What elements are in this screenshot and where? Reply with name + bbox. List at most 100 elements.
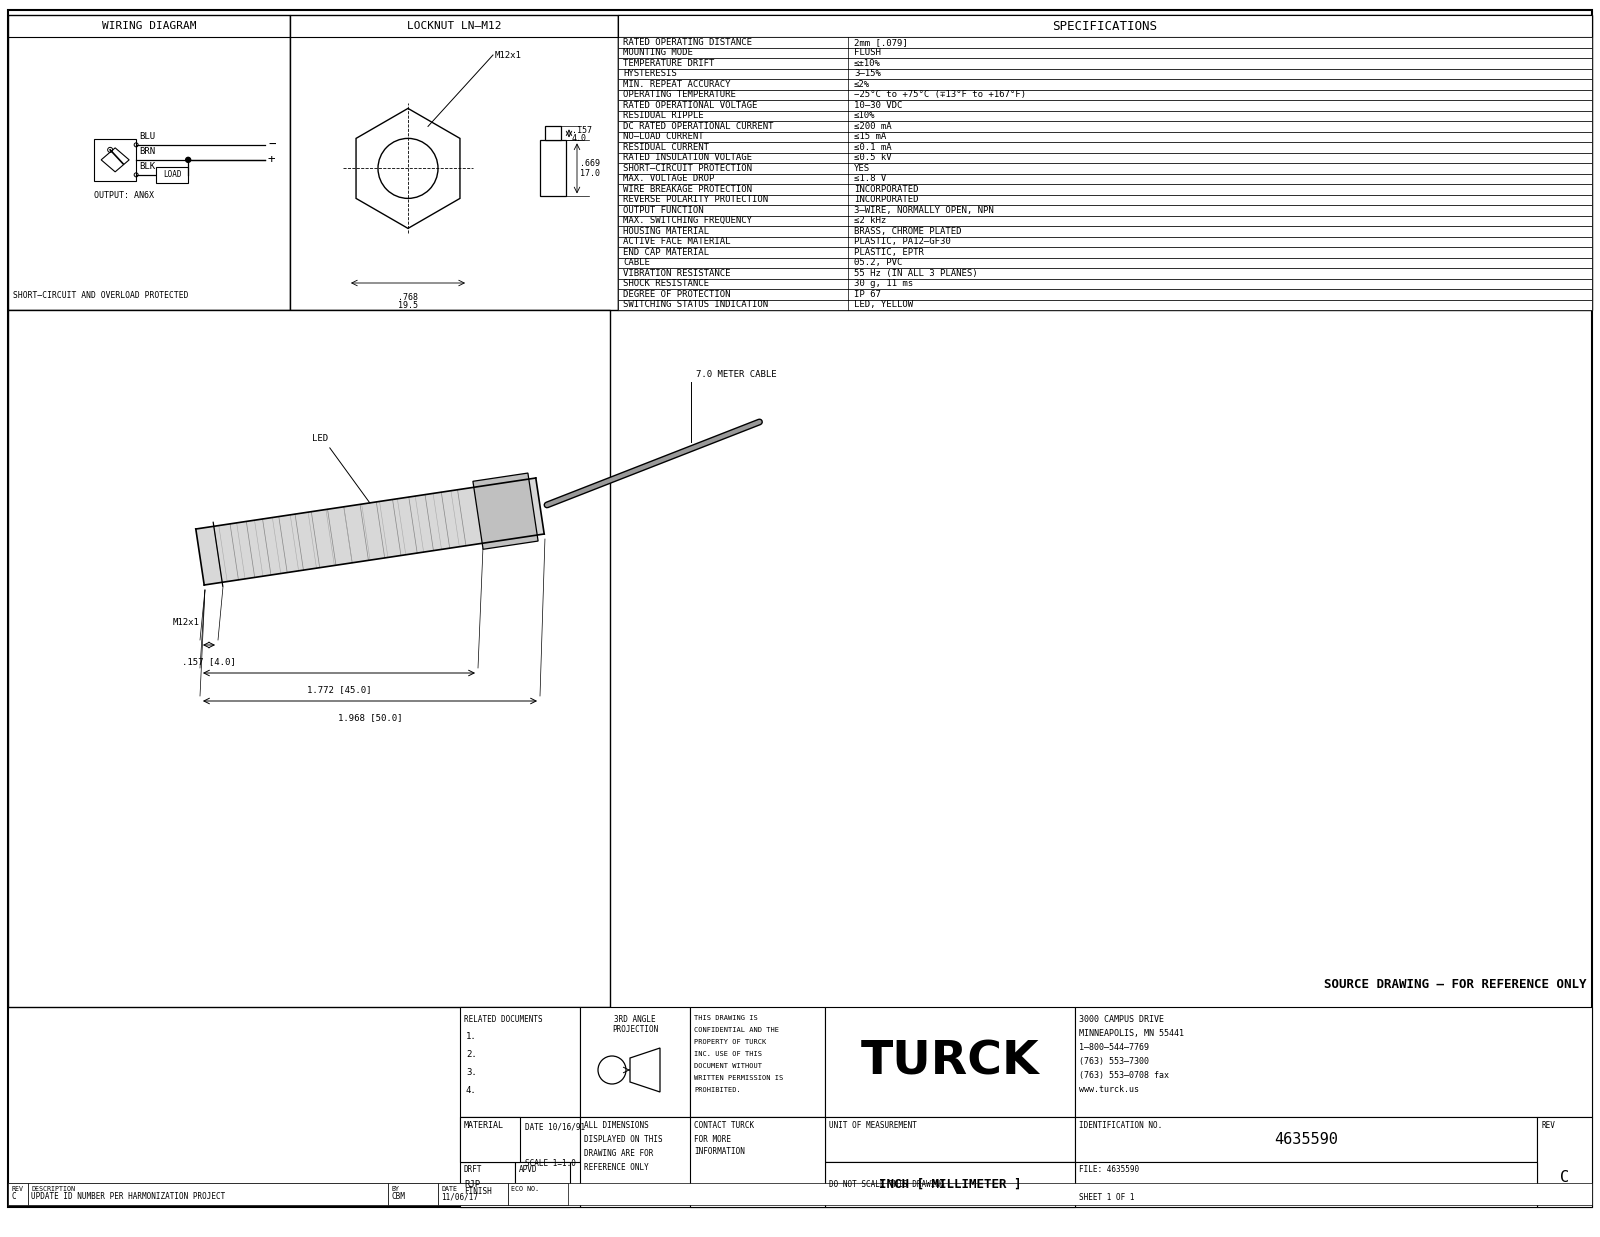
Bar [826, 1162, 1075, 1207]
Bar [1075, 1162, 1538, 1207]
Text: BRN: BRN [139, 147, 155, 156]
Polygon shape [195, 477, 544, 585]
Bar [461, 1117, 579, 1162]
Text: 55 Hz (IN ALL 3 PLANES): 55 Hz (IN ALL 3 PLANES) [854, 268, 978, 278]
Text: RELATED DOCUMENTS: RELATED DOCUMENTS [464, 1016, 542, 1024]
Bar [618, 163, 1592, 173]
Text: SHORT–CIRCUIT PROTECTION: SHORT–CIRCUIT PROTECTION [622, 163, 752, 173]
Text: UPDATE ID NUMBER PER HARMONIZATION PROJECT: UPDATE ID NUMBER PER HARMONIZATION PROJE… [30, 1192, 226, 1201]
Text: FLUSH: FLUSH [854, 48, 882, 57]
Text: FINISH: FINISH [464, 1186, 491, 1195]
Text: PROPERTY OF TURCK: PROPERTY OF TURCK [694, 1039, 766, 1045]
Text: DEGREE OF PROTECTION: DEGREE OF PROTECTION [622, 289, 731, 299]
Text: www.turck.us: www.turck.us [1078, 1085, 1139, 1094]
Bar [618, 247, 1592, 257]
Text: SHEET 1 OF 1: SHEET 1 OF 1 [1078, 1192, 1134, 1202]
Text: 3–WIRE, NORMALLY OPEN, NPN: 3–WIRE, NORMALLY OPEN, NPN [854, 205, 994, 215]
Text: 1–800–544–7769: 1–800–544–7769 [1078, 1043, 1149, 1051]
Text: INCH [ MILLIMETER ]: INCH [ MILLIMETER ] [878, 1178, 1021, 1191]
Text: 4.0: 4.0 [573, 134, 587, 143]
Text: OPERATING TEMPERATURE: OPERATING TEMPERATURE [622, 90, 736, 99]
Text: PLASTIC, PA12–GF30: PLASTIC, PA12–GF30 [854, 238, 950, 246]
Text: INCORPORATED: INCORPORATED [854, 195, 918, 204]
Bar [1075, 1117, 1538, 1162]
Text: CBM: CBM [390, 1192, 405, 1201]
Text: 3RD ANGLE: 3RD ANGLE [614, 1016, 656, 1024]
Bar [461, 1162, 515, 1207]
Text: SWITCHING STATUS INDICATION: SWITCHING STATUS INDICATION [622, 301, 768, 309]
Text: .157: .157 [573, 126, 592, 135]
Text: RATED OPERATING DISTANCE: RATED OPERATING DISTANCE [622, 38, 752, 47]
Text: CONTACT TURCK: CONTACT TURCK [694, 1121, 754, 1131]
Text: RESIDUAL CURRENT: RESIDUAL CURRENT [622, 142, 709, 152]
Text: PROJECTION: PROJECTION [611, 1025, 658, 1034]
Bar [438, 1183, 509, 1205]
Bar [618, 131, 1592, 142]
Text: YES: YES [854, 163, 870, 173]
Text: ECO NO.: ECO NO. [510, 1186, 539, 1192]
Bar [461, 1007, 579, 1117]
Text: RESIDUAL RIPPLE: RESIDUAL RIPPLE [622, 111, 704, 120]
Bar [579, 1117, 826, 1207]
Text: TEMPERATURE DRIFT: TEMPERATURE DRIFT [622, 58, 714, 68]
Bar [461, 1185, 579, 1207]
Text: 1.772 [45.0]: 1.772 [45.0] [307, 685, 371, 694]
Bar [618, 47, 1592, 58]
Bar [8, 15, 290, 310]
Text: M12x1: M12x1 [494, 51, 522, 59]
Bar [541, 141, 566, 197]
Text: DATE 10/16/91: DATE 10/16/91 [525, 1123, 586, 1132]
Text: WRITTEN PERMISSION IS: WRITTEN PERMISSION IS [694, 1075, 784, 1081]
Bar [618, 278, 1592, 289]
Bar [618, 152, 1592, 163]
Text: 2.: 2. [466, 1050, 477, 1059]
Bar [618, 100, 1592, 110]
Bar [618, 205, 1592, 215]
Text: INC. USE OF THIS: INC. USE OF THIS [694, 1051, 762, 1056]
Text: LED: LED [312, 434, 328, 443]
Bar [8, 1183, 1592, 1205]
Text: WIRE BREAKAGE PROTECTION: WIRE BREAKAGE PROTECTION [622, 184, 752, 194]
Text: (763) 553–7300: (763) 553–7300 [1078, 1056, 1149, 1066]
Bar [8, 1183, 29, 1205]
Text: LOCKNUT LN–M12: LOCKNUT LN–M12 [406, 21, 501, 31]
Text: 7.0 METER CABLE: 7.0 METER CABLE [696, 370, 776, 380]
Text: SPECIFICATIONS: SPECIFICATIONS [1053, 20, 1157, 32]
Bar [618, 257, 1592, 268]
Text: MINNEAPOLIS, MN 55441: MINNEAPOLIS, MN 55441 [1078, 1029, 1184, 1038]
Text: MOUNTING MODE: MOUNTING MODE [622, 48, 693, 57]
Text: BY: BY [390, 1186, 398, 1192]
Text: 10–30 VDC: 10–30 VDC [854, 100, 902, 110]
Text: REV: REV [11, 1186, 22, 1192]
Text: RJP: RJP [464, 1180, 480, 1189]
Bar [618, 173, 1592, 184]
Bar [826, 1007, 1075, 1117]
Text: DO NOT SCALE THIS DRAWING: DO NOT SCALE THIS DRAWING [829, 1180, 944, 1189]
Text: LOAD: LOAD [163, 171, 181, 179]
Bar [826, 1117, 1075, 1162]
Text: BLU: BLU [139, 132, 155, 141]
Text: 3–15%: 3–15% [854, 69, 882, 78]
Bar [826, 1162, 1075, 1207]
Text: DESCRIPTION: DESCRIPTION [30, 1186, 75, 1192]
Text: DOCUMENT WITHOUT: DOCUMENT WITHOUT [694, 1063, 762, 1069]
Text: ≤1.8 V: ≤1.8 V [854, 174, 886, 183]
Bar [690, 1007, 826, 1117]
Text: SHOCK RESISTANCE: SHOCK RESISTANCE [622, 280, 709, 288]
Text: 3.: 3. [466, 1068, 477, 1077]
Text: PLASTIC, EPTR: PLASTIC, EPTR [854, 247, 923, 257]
Text: MATERIAL: MATERIAL [464, 1121, 504, 1131]
Text: M12x1: M12x1 [173, 618, 200, 627]
Text: OUTPUT: AN6X: OUTPUT: AN6X [94, 190, 154, 200]
Bar [94, 139, 136, 181]
Text: DC RATED OPERATIONAL CURRENT: DC RATED OPERATIONAL CURRENT [622, 121, 773, 131]
Text: 17.0: 17.0 [579, 169, 600, 178]
Text: 4.: 4. [466, 1086, 477, 1095]
Bar [618, 236, 1592, 247]
Text: 30 g, 11 ms: 30 g, 11 ms [854, 280, 914, 288]
Text: −25°C to +75°C (∓13°F to +167°F): −25°C to +75°C (∓13°F to +167°F) [854, 90, 1026, 99]
Text: OUTPUT FUNCTION: OUTPUT FUNCTION [622, 205, 704, 215]
Text: CABLE: CABLE [622, 259, 650, 267]
Text: FOR MORE: FOR MORE [694, 1136, 731, 1144]
Text: DRFT: DRFT [464, 1165, 483, 1174]
